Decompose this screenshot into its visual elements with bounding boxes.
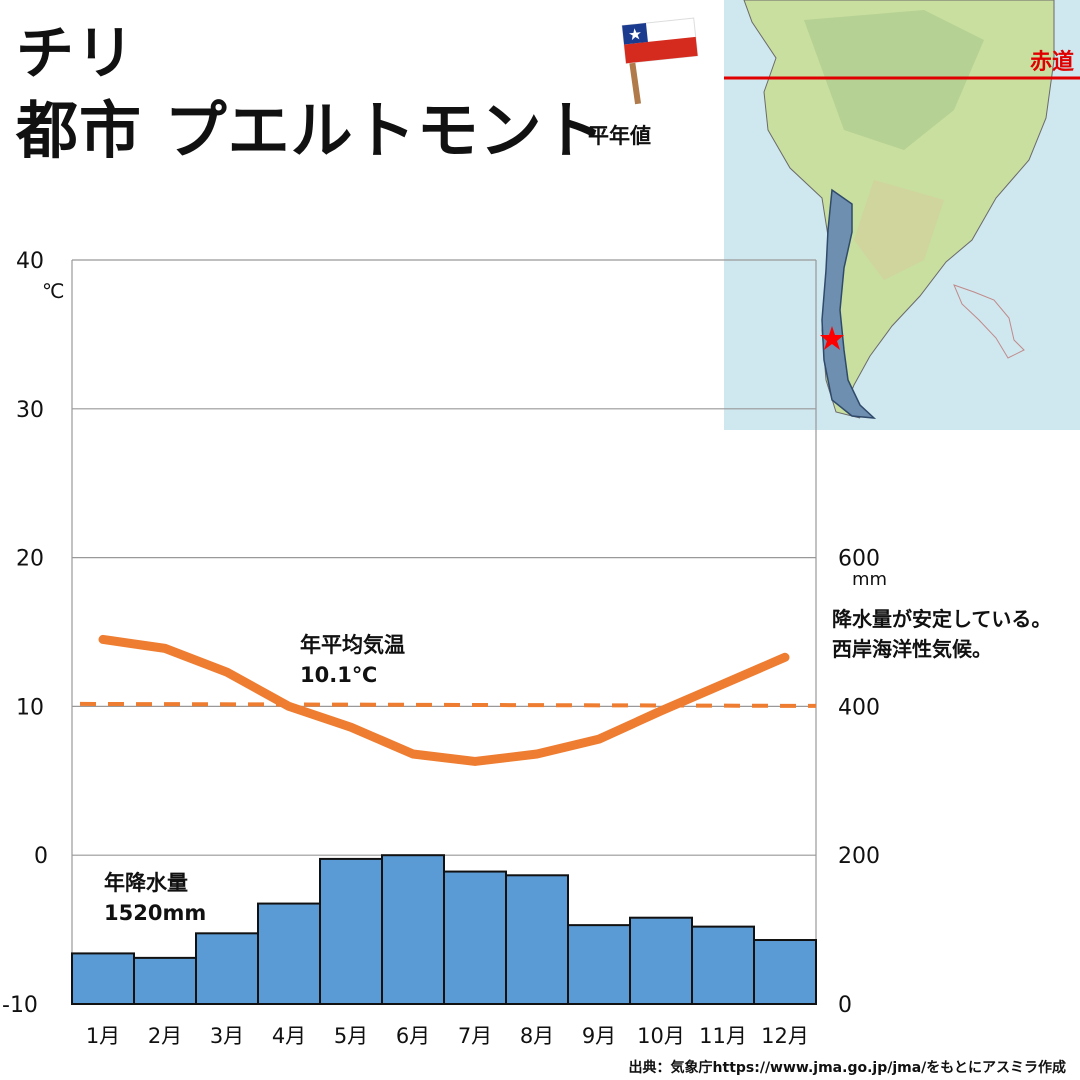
month-label: 11月 bbox=[699, 1024, 747, 1048]
city-title: 都市 プエルトモント bbox=[16, 94, 606, 167]
avg-temp-value: 10.1℃ bbox=[300, 663, 377, 687]
climate-note-2: 西岸海洋性気候。 bbox=[832, 637, 992, 661]
left-tick-label: 20 bbox=[16, 547, 44, 572]
month-label: 12月 bbox=[761, 1024, 809, 1048]
month-label: 2月 bbox=[148, 1024, 182, 1048]
city-marker-icon bbox=[820, 326, 844, 350]
annual-precip-label: 年降水量 bbox=[104, 871, 188, 895]
left-tick-label: 40 bbox=[16, 249, 44, 274]
precip-bar bbox=[691, 925, 755, 1006]
chile-flag-icon bbox=[621, 17, 699, 105]
precip-bar bbox=[443, 870, 507, 1005]
source-citation: 出典：気象庁https://www.jma.go.jp/jma/をもとにアスミラ… bbox=[628, 1060, 1066, 1076]
mean-temp-line bbox=[79, 701, 817, 708]
south-america-map: 赤道 bbox=[724, 0, 1080, 430]
annual-precip-value: 1520mm bbox=[104, 901, 206, 925]
country-title: チリ bbox=[16, 19, 137, 87]
chile-region bbox=[821, 188, 877, 419]
precip-bar bbox=[195, 932, 259, 1006]
climate-note-1: 降水量が安定している。 bbox=[832, 607, 1051, 631]
right-tick-label: 600 bbox=[838, 547, 880, 572]
precip-bar bbox=[71, 952, 135, 1006]
right-tick-label: 400 bbox=[838, 695, 880, 720]
month-label: 3月 bbox=[210, 1024, 244, 1048]
precip-bar bbox=[133, 956, 197, 1006]
precip-bar bbox=[257, 902, 321, 1005]
left-tick-label: 10 bbox=[16, 695, 44, 720]
right-axis-unit: mm bbox=[852, 569, 887, 590]
precip-bar bbox=[319, 857, 383, 1005]
month-label: 5月 bbox=[334, 1024, 368, 1048]
month-label: 10月 bbox=[637, 1024, 685, 1048]
precip-bar bbox=[567, 924, 631, 1005]
subtitle: 平年値 bbox=[588, 124, 651, 148]
month-label: 6月 bbox=[396, 1024, 430, 1048]
month-label: 7月 bbox=[458, 1024, 492, 1048]
equator-label: 赤道 bbox=[1030, 49, 1074, 75]
avg-temp-label: 年平均気温 bbox=[300, 633, 405, 657]
left-tick-label: -10 bbox=[2, 993, 38, 1018]
precip-bar bbox=[629, 916, 693, 1005]
left-tick-label: 0 bbox=[34, 844, 48, 869]
right-tick-label: 200 bbox=[838, 844, 880, 869]
month-label: 8月 bbox=[520, 1024, 554, 1048]
left-axis-unit: ℃ bbox=[42, 279, 64, 303]
left-tick-label: 30 bbox=[16, 398, 44, 423]
month-label: 1月 bbox=[86, 1024, 120, 1048]
precip-bar bbox=[381, 854, 445, 1006]
month-label: 9月 bbox=[582, 1024, 616, 1048]
precip-bar bbox=[753, 939, 817, 1005]
right-tick-label: 0 bbox=[838, 993, 852, 1018]
precip-bar bbox=[505, 874, 569, 1006]
temperature-line bbox=[98, 634, 790, 766]
month-label: 4月 bbox=[272, 1024, 306, 1048]
